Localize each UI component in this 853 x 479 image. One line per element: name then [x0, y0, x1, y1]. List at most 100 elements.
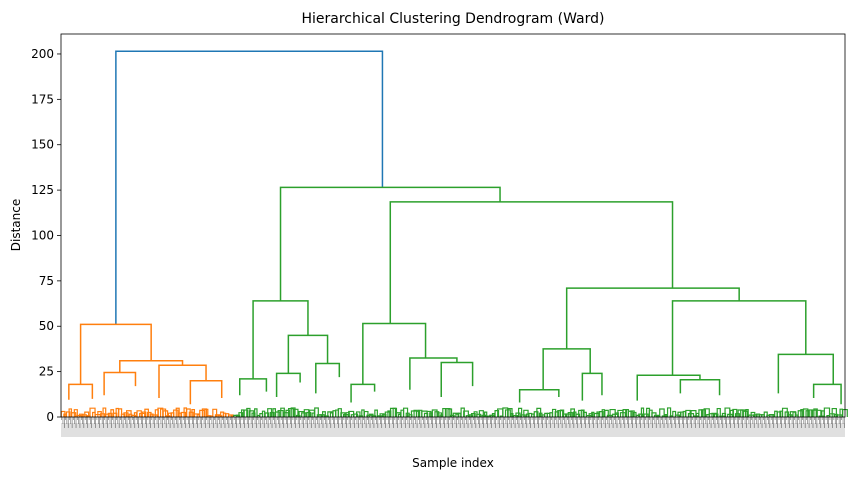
leaf-link [698, 409, 704, 417]
dendrogram-link-c2-m3 [409, 357, 458, 390]
leaf-link [78, 413, 84, 417]
leaf-link [188, 411, 194, 417]
leaf-link [682, 410, 687, 417]
y-tick-label: 100 [31, 228, 54, 242]
leaf-link [238, 412, 244, 417]
leaf-link [507, 408, 513, 417]
leaf-link [105, 413, 110, 417]
leaf-link [596, 411, 600, 417]
leaf-link [141, 411, 147, 417]
leaf-link [635, 414, 641, 417]
y-tick-label: 0 [46, 410, 54, 424]
leaf-link [222, 412, 227, 417]
leaf-link [716, 407, 721, 417]
leaf-link [144, 408, 149, 417]
dendrogram-link-c1-a [79, 323, 152, 385]
leaf-link [554, 411, 560, 417]
leaf-link [763, 411, 768, 417]
leaf-link [622, 409, 628, 417]
leaf-link [293, 408, 299, 417]
dendrogram-link-c2-l3 [275, 372, 301, 398]
leaf-link [118, 408, 123, 417]
leaf-link [413, 409, 420, 417]
leaf-link [269, 412, 275, 417]
leaf-link [311, 412, 315, 417]
leaf-link [599, 411, 604, 417]
leaf-link [165, 415, 171, 417]
leaf-link [73, 409, 78, 417]
dendrogram-link-c2-r4 [581, 372, 603, 401]
y-tick-label: 150 [31, 138, 54, 152]
leaf-link [512, 414, 518, 417]
leaf-link [102, 407, 107, 417]
dendrogram-link-c2-l1 [239, 378, 268, 396]
leaf-link [755, 413, 761, 417]
leaf-link [638, 413, 644, 417]
y-axis-label: Distance [9, 199, 23, 251]
dendrogram-link-c2-l2 [287, 334, 329, 374]
leaf-link [361, 409, 365, 417]
leaf-link [217, 415, 223, 417]
leaf-link [815, 409, 822, 417]
dendrogram-link-c2-top [279, 186, 501, 301]
leaf-link [261, 410, 266, 417]
plot-frame [60, 33, 846, 418]
x-tick-label-band [61, 423, 845, 437]
leaf-link [808, 409, 814, 417]
leaf-link [703, 408, 710, 417]
leaf-link [84, 411, 90, 417]
leaf-link [570, 408, 575, 417]
dendrogram-link-c1-e [158, 364, 207, 398]
leaf-link [713, 413, 719, 417]
leaf-link [583, 411, 587, 417]
x-axis-label: Sample index [412, 456, 494, 470]
leaf-link [426, 410, 432, 417]
leaf-link [295, 414, 301, 417]
leaf-link [186, 408, 191, 417]
leaf-link [575, 413, 581, 417]
dendrogram-link-c2-r6 [636, 374, 701, 401]
leaf-link [468, 414, 474, 417]
leaf-link [779, 410, 783, 417]
dendrogram-link-c2-l4 [315, 362, 341, 394]
leaf-link [191, 409, 196, 417]
dendrogram-link-c2-r9 [812, 383, 842, 405]
y-tick-label: 175 [31, 92, 54, 106]
dendrogram-link-c2-m4 [440, 361, 474, 398]
dendrogram-link-c2-right [389, 201, 674, 324]
leaf-link [494, 410, 500, 417]
leaf-link [353, 413, 359, 417]
leaf-link [457, 412, 462, 417]
leaf-link [640, 407, 645, 417]
leaf-link [264, 412, 270, 417]
dendrogram-link-c2-m1 [362, 322, 427, 385]
dendrogram-link-root [115, 50, 384, 325]
leaf-link [700, 409, 707, 417]
leaf-link [486, 415, 492, 417]
leaf-link [162, 410, 169, 417]
dendrogram-link-c2-m2 [350, 383, 376, 403]
leaf-link [567, 411, 573, 417]
leaf-link [531, 413, 535, 417]
dendrogram-link-c1-c [119, 359, 184, 373]
leaf-link [627, 410, 633, 417]
leaf-link [120, 413, 126, 417]
leaf-link [745, 409, 749, 417]
dendrogram-link-c2-left [252, 300, 309, 379]
leaf-link [447, 408, 453, 417]
leaf-link [159, 408, 167, 417]
leaf-link [659, 408, 665, 417]
leaf-link [753, 414, 758, 417]
leaf-link [212, 408, 218, 417]
leaf-link [314, 407, 319, 417]
leaf-link [711, 412, 718, 417]
leaf-link [379, 413, 385, 417]
dendrogram-link-c2-r8 [777, 353, 834, 394]
leaf-link [403, 407, 409, 417]
leaf-link [442, 407, 447, 417]
y-axis: 0 25 50 75 100 125 150 175 200 [31, 47, 61, 424]
leaf-link [463, 410, 469, 417]
leaf-link [802, 408, 809, 417]
y-tick-label: 75 [39, 274, 54, 288]
